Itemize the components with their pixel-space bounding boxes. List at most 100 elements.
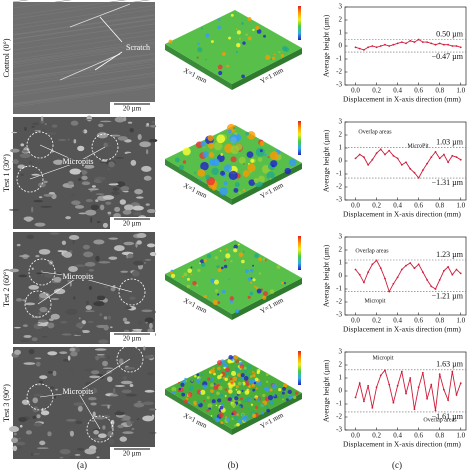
surface-speck [197,268,201,273]
texture [106,332,111,334]
surface-speck [234,424,237,427]
surface-speck [242,170,250,177]
surface-speck [288,158,297,167]
surface-speck [247,163,256,172]
surface-speck [231,393,235,398]
texture [67,277,72,284]
texture [147,371,155,376]
surface-speck [199,262,201,265]
texture [97,123,104,128]
surface-speck [205,174,211,180]
texture [12,66,156,87]
texture [110,286,116,292]
surface-speck [267,395,274,401]
surface-speck [194,403,197,406]
surface-speck [256,368,259,371]
surface-speck [252,264,255,267]
texture [99,179,106,182]
x-tick-label: 0.2 [372,317,381,325]
data-point [400,370,403,373]
texture [122,375,127,381]
texture [106,376,113,382]
surface-speck [233,187,239,193]
texture [73,296,76,300]
texture [78,317,81,320]
texture [96,132,109,139]
surface-speck [278,385,282,388]
texture [11,437,19,444]
sem-note: Micropits [62,157,93,166]
x-tick-label: 0.8 [435,317,444,325]
texture [136,232,147,239]
reference-label: 1.23 µm [436,250,464,259]
data-point [396,384,399,387]
texture [11,131,18,134]
data-point [413,408,416,411]
surface-speck [258,257,263,261]
surface-speck [235,51,238,54]
texture [83,164,95,169]
surface-speck [252,278,256,282]
texture [12,42,156,64]
surface-speck [248,379,253,383]
x-tick-label: 1.0 [456,317,465,325]
data-point [447,399,450,401]
texture [33,393,44,397]
surface-speck [196,56,199,59]
texture [67,181,74,186]
surface-speck [240,373,245,378]
texture [31,337,38,342]
surface-speck [224,388,228,391]
surface-speck [238,401,241,404]
texture [116,410,121,412]
surface-speck [202,151,209,158]
texture [79,171,83,176]
texture [13,326,21,329]
texture [146,149,149,155]
surface-side [232,393,302,435]
surface-speck [252,373,256,378]
surface-speck [229,377,233,381]
texture [37,319,48,323]
surface-speck [253,372,256,374]
surface-speck [259,402,265,408]
y-tick-label: -2 [336,413,342,421]
texture [85,261,96,267]
data-point [379,374,382,377]
data-point [400,41,403,43]
texture [50,298,60,300]
texture [19,424,23,428]
color-bar [298,6,301,40]
micropit-circle [118,278,146,306]
surface-speck [184,399,188,404]
texture [40,119,45,124]
surface-speck [238,243,240,246]
texture [117,424,124,429]
texture [87,321,94,323]
surface-speck [250,281,253,284]
surface-speck [224,394,227,397]
surface-speck [249,291,254,296]
y-tick-label: -2 [336,183,342,191]
surface-speck [266,171,275,180]
surface-speck [178,387,182,391]
surface-speck [250,403,254,406]
data-point [388,45,391,47]
texture [37,324,45,327]
texture [137,320,143,326]
texture [114,384,126,387]
surface-speck [246,131,256,140]
data-point [447,266,450,268]
texture [103,142,108,148]
surface-speck [206,253,212,259]
data-point [413,171,416,174]
data-point [443,388,445,391]
data-point [451,273,454,276]
texture [8,426,20,433]
texture [40,128,46,134]
texture [12,65,156,87]
data-point [421,371,424,374]
data-point [358,153,361,156]
texture [77,405,83,412]
texture [68,234,80,241]
